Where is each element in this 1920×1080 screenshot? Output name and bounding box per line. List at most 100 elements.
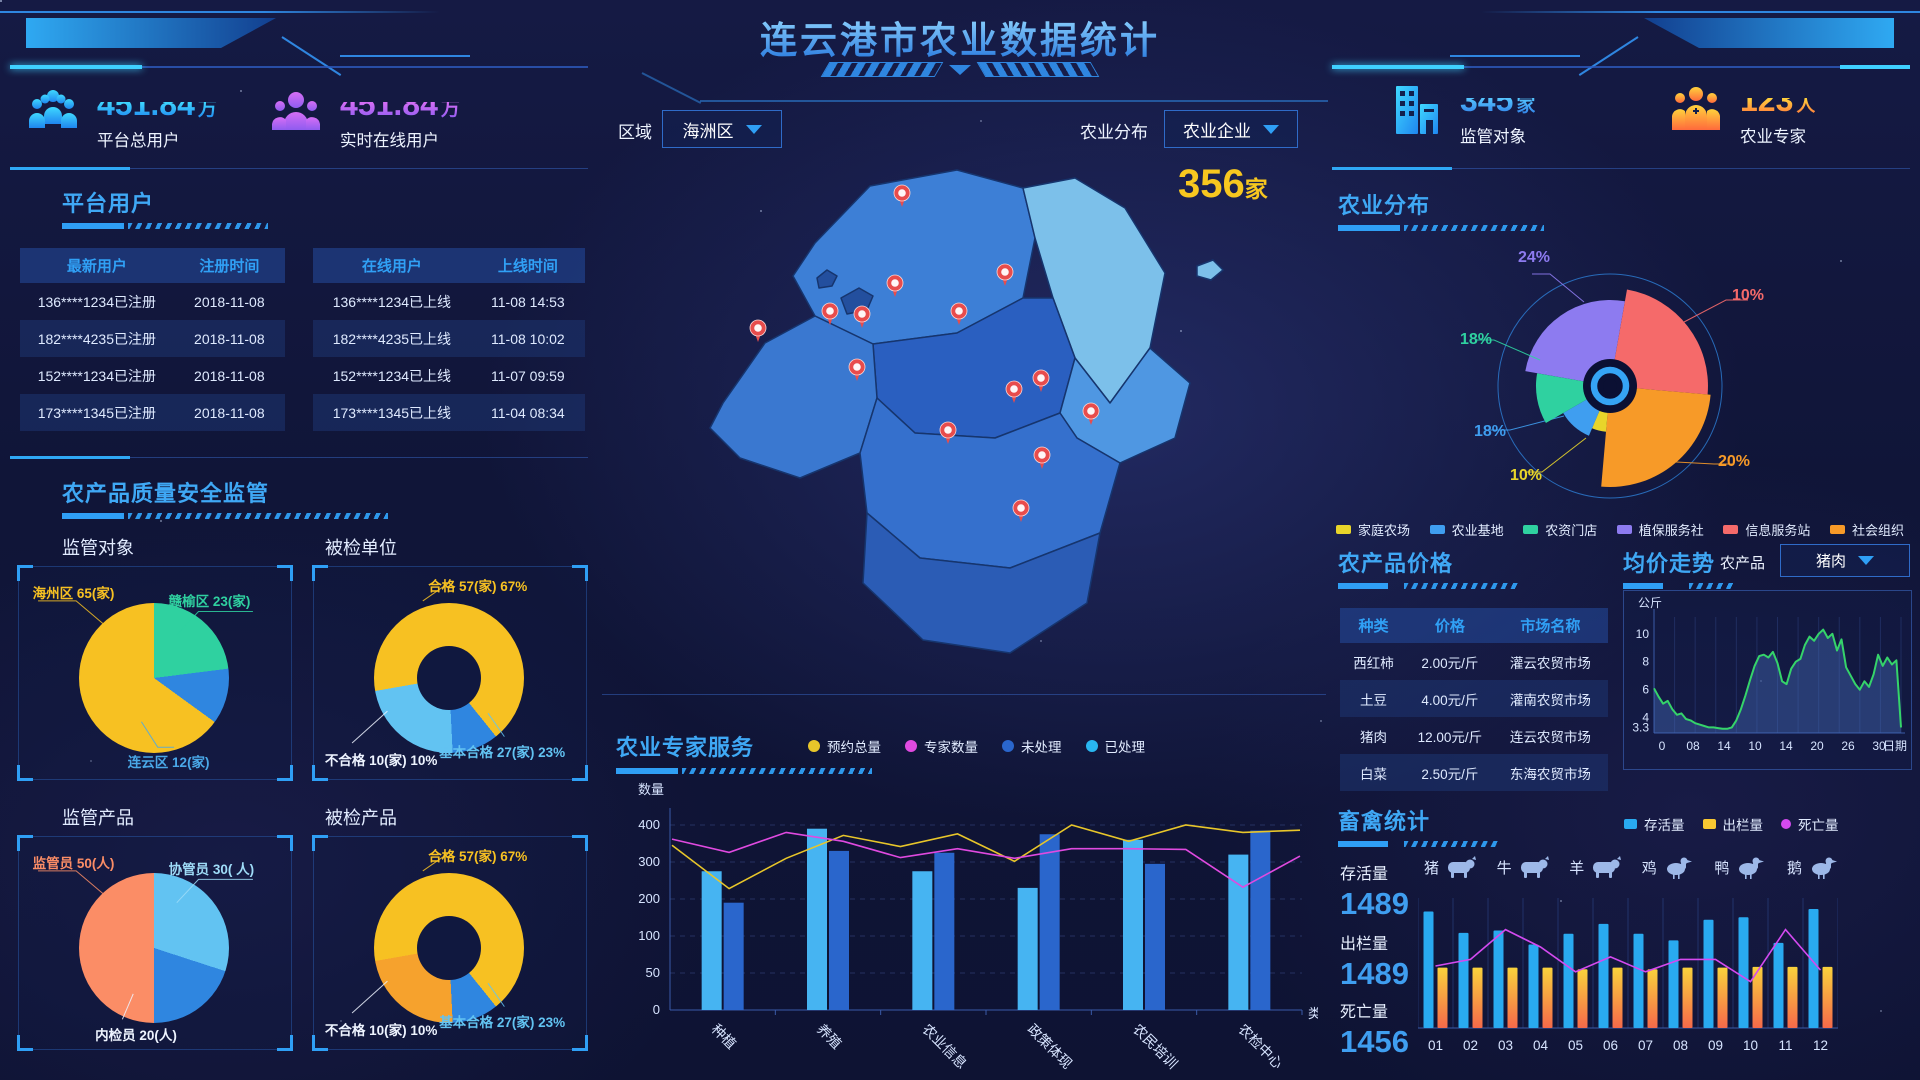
bar-alive[interactable] <box>1493 930 1504 1028</box>
enterprise-count-badge: 356家 <box>1178 162 1268 206</box>
online-table: 在线用户 上线时间 136****1234已上线 11-08 14:53 182****… <box>313 248 585 431</box>
map-pin[interactable] <box>821 302 839 325</box>
map-pin[interactable] <box>1082 402 1100 425</box>
map-pin[interactable] <box>893 184 911 207</box>
legend-item[interactable]: 专家数量 <box>905 736 978 756</box>
corner-bracket <box>17 835 33 851</box>
bar-out[interactable] <box>1507 967 1518 1028</box>
bar-alive[interactable] <box>1703 919 1714 1028</box>
legend-item[interactable]: 农资门店 <box>1523 520 1597 539</box>
stat-value: 451.84 万 <box>97 86 217 122</box>
bar-alive[interactable] <box>1773 942 1784 1028</box>
map-pin[interactable] <box>1032 369 1050 392</box>
bar-alive[interactable] <box>1668 940 1679 1028</box>
map-pin[interactable] <box>1033 446 1051 469</box>
bar-out[interactable] <box>1717 967 1728 1028</box>
bar-alive[interactable] <box>1808 908 1819 1028</box>
trend-line <box>1653 628 1902 730</box>
bar-alive[interactable] <box>1423 911 1434 1028</box>
inspected-products-donut[interactable] <box>374 873 524 1023</box>
section-divider <box>10 456 588 459</box>
legend-item[interactable]: 预约总量 <box>808 736 881 756</box>
bar-alive[interactable] <box>1633 933 1644 1028</box>
bar-alive[interactable] <box>1598 923 1609 1028</box>
svg-text:09: 09 <box>1708 1038 1723 1053</box>
table-row: 152****1234已上线 11-07 09:59 <box>313 357 585 394</box>
legend-item[interactable]: 死亡量 <box>1781 814 1839 834</box>
bar-processed[interactable] <box>807 828 827 1010</box>
map-pin[interactable] <box>950 302 968 325</box>
bar-out[interactable] <box>1472 967 1483 1028</box>
bar-out[interactable] <box>1787 966 1798 1028</box>
supervision-product-pie[interactable] <box>79 873 229 1023</box>
region-select[interactable]: 海洲区 <box>662 110 782 148</box>
bar-out[interactable] <box>1577 969 1588 1028</box>
bar-processed[interactable] <box>1123 839 1143 1010</box>
bar-out[interactable] <box>1542 967 1553 1028</box>
legend-item[interactable]: 信息服务站 <box>1723 520 1810 539</box>
bar-unprocessed[interactable] <box>934 852 955 1010</box>
map-pin[interactable] <box>749 319 767 342</box>
legend-item[interactable]: 存活量 <box>1624 814 1685 834</box>
map-pin[interactable] <box>996 263 1014 286</box>
corner-bracket <box>17 565 33 581</box>
legend-item[interactable]: 社会组织 <box>1829 520 1904 539</box>
map-pin[interactable] <box>1005 380 1023 403</box>
bar-processed[interactable] <box>1228 854 1249 1010</box>
bar-unprocessed[interactable] <box>1039 834 1060 1010</box>
title-ornament <box>0 62 1920 77</box>
map-pin[interactable] <box>1012 499 1030 522</box>
bar-alive[interactable] <box>1528 944 1539 1028</box>
table-cell: 136****1234已注册 <box>37 293 156 310</box>
bar-alive[interactable] <box>1563 933 1574 1028</box>
bar-processed[interactable] <box>701 871 722 1010</box>
dead-line[interactable] <box>1435 928 1822 983</box>
rose-slice[interactable] <box>1610 289 1708 395</box>
svg-text:12: 12 <box>1813 1038 1828 1053</box>
bar-out[interactable] <box>1612 967 1623 1028</box>
map-pin[interactable] <box>886 274 904 297</box>
inspected-units-donut[interactable] <box>374 603 524 753</box>
svg-text:11: 11 <box>1778 1038 1792 1053</box>
bar-out[interactable] <box>1437 967 1448 1028</box>
map-pin[interactable] <box>939 421 957 444</box>
legend-item[interactable]: 农业基地 <box>1429 520 1504 539</box>
bar-out[interactable] <box>1822 966 1833 1028</box>
map-district <box>862 512 1101 654</box>
rose-slice[interactable] <box>1601 386 1711 487</box>
rose-chart[interactable]: 24% 10% 20% 10% 18% 18% <box>1334 240 1908 540</box>
rose-pct-label: 18% <box>1474 423 1506 440</box>
legend-item[interactable]: 家庭农场 <box>1336 520 1410 539</box>
svg-text:类型: 类型 <box>1308 1006 1318 1021</box>
series-line[interactable] <box>671 831 1301 889</box>
bar-out[interactable] <box>1752 966 1763 1028</box>
bar-processed[interactable] <box>1017 887 1038 1010</box>
map-pin[interactable] <box>853 305 871 328</box>
bar-out[interactable] <box>1647 969 1658 1028</box>
dist-select[interactable]: 农业企业 <box>1164 110 1298 148</box>
legend-label: 家庭农场 <box>1358 523 1411 538</box>
category-label: 农业信息 <box>919 1021 970 1072</box>
bar-unprocessed[interactable] <box>723 902 744 1010</box>
map-pin[interactable] <box>848 358 866 381</box>
bar-unprocessed[interactable] <box>1250 830 1271 1010</box>
series-line[interactable] <box>671 824 1301 890</box>
legend-item[interactable]: 已处理 <box>1085 736 1145 756</box>
bar-alive[interactable] <box>1738 917 1749 1028</box>
legend-item[interactable]: 未处理 <box>1002 736 1062 756</box>
corner-bracket <box>277 565 293 581</box>
section-title-platform-users: 平台用户 <box>62 191 155 216</box>
bar-out[interactable] <box>1682 967 1693 1028</box>
bar-unprocessed[interactable] <box>1145 863 1165 1010</box>
bar-processed[interactable] <box>912 871 933 1010</box>
legend-item[interactable]: 出栏量 <box>1702 814 1763 834</box>
legend-item[interactable]: 植保服务社 <box>1616 520 1704 539</box>
bar-alive[interactable] <box>1458 932 1469 1028</box>
table-cell: 最新用户 <box>66 258 127 275</box>
svg-text:30: 30 <box>1872 739 1886 753</box>
trend-select[interactable]: 猪肉 <box>1780 544 1910 577</box>
map-district <box>709 315 878 479</box>
supervision-target-pie[interactable] <box>79 603 229 753</box>
region-map[interactable] <box>605 148 1325 693</box>
bar-unprocessed[interactable] <box>829 850 849 1010</box>
